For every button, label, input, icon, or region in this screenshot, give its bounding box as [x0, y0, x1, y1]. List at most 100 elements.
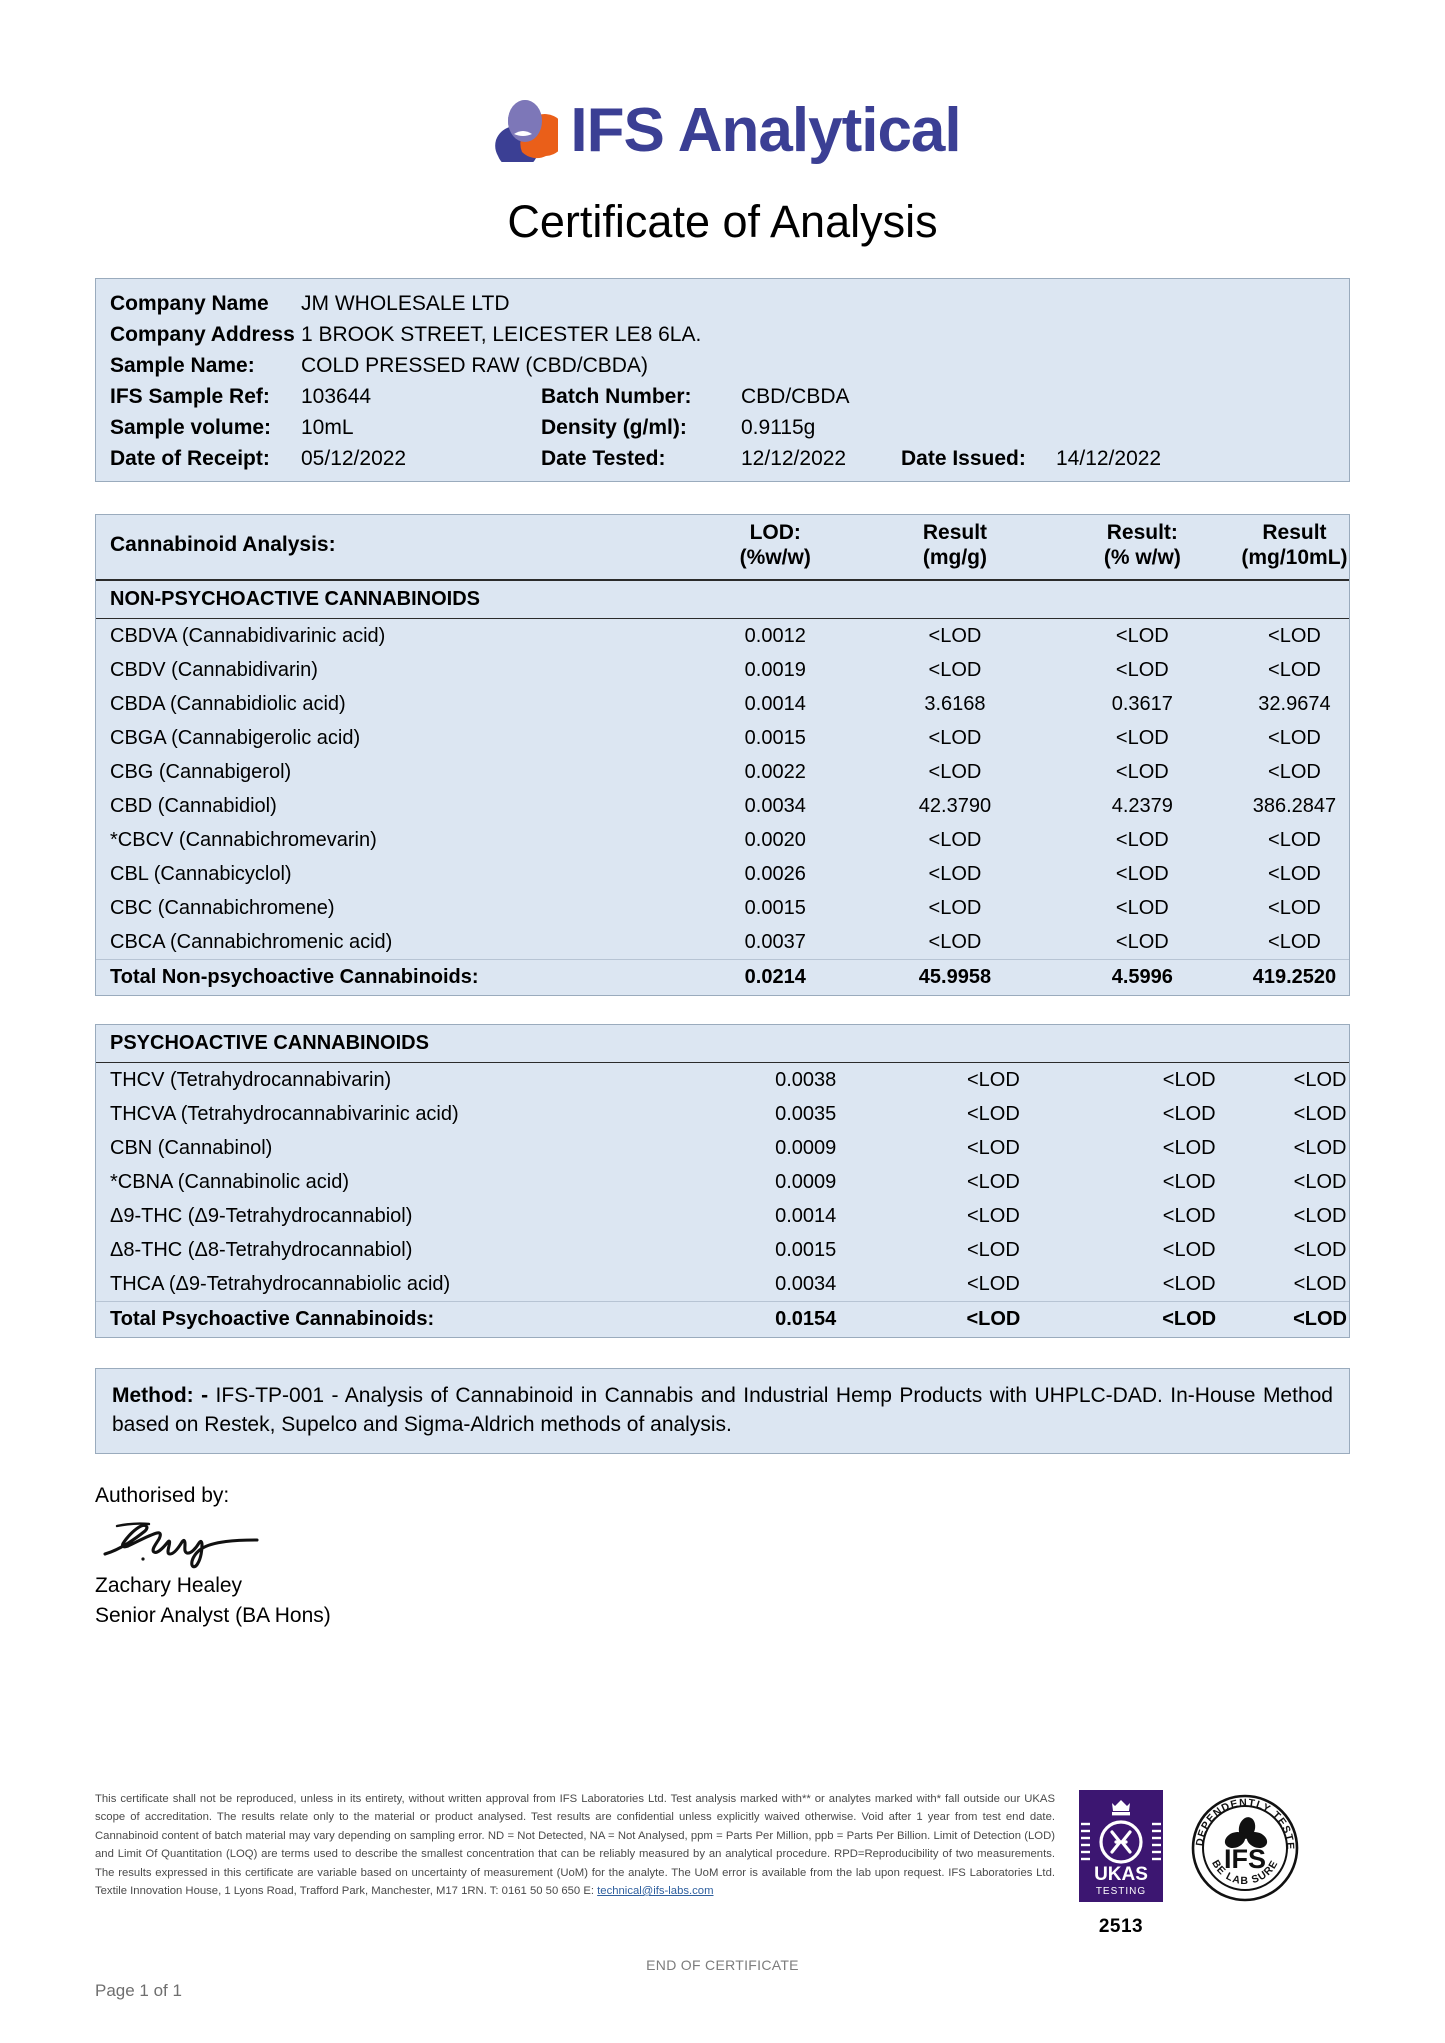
table-row: CBDVA (Cannabidivarinic acid) 0.0012 <LOD <…: [96, 618, 1349, 653]
analyte-result-mgg: <LOD: [966, 1204, 1020, 1227]
analyte-lod: 0.0015: [744, 726, 806, 749]
date-of-receipt-value: 05/12/2022: [301, 447, 407, 470]
analyte-name: THCVA (Tetrahydrocannabivarinic acid): [110, 1102, 459, 1125]
analyte-lod: 0.0038: [775, 1068, 837, 1091]
table-row: CBDA (Cannabidiolic acid) 0.0014 3.6168 0.3…: [96, 687, 1349, 721]
analyte-result-mgg: <LOD: [928, 828, 982, 851]
analyte-result-mg10: <LOD: [1268, 760, 1321, 783]
col-pct-top: Result:: [1106, 521, 1178, 544]
sample-name-label: Sample Name:: [110, 354, 255, 377]
company-name-label: Company Name: [110, 292, 269, 315]
analyte-result-pct: <LOD: [1115, 658, 1169, 681]
contact-email-link[interactable]: technical@ifs-labs.com: [597, 1885, 714, 1898]
table-row: CBN (Cannabinol) 0.0009 <LOD <LOD <LOD: [96, 1131, 1349, 1165]
sample-name-value: COLD PRESSED RAW (CBD/CBDA): [301, 354, 648, 377]
table-row: CBG (Cannabigerol) 0.0022 <LOD <LOD <LOD: [96, 755, 1349, 789]
total-mg10: <LOD: [1291, 1300, 1349, 1337]
ukas-logo-icon: UKAS TESTING: [1079, 1790, 1163, 1902]
analyte-result-mgg: <LOD: [966, 1136, 1020, 1159]
psychoactive-rows: THCV (Tetrahydrocannabivarin) 0.0038 <LOD <…: [96, 1062, 1349, 1301]
info-row-dates: Date of Receipt: 05/12/2022 Date Tested:…: [96, 443, 1349, 474]
analyte-result-pct: <LOD: [1115, 862, 1169, 885]
total-mg10: 419.2520: [1239, 958, 1349, 995]
analyte-result-mgg: <LOD: [928, 658, 982, 681]
analyte-result-pct: <LOD: [1162, 1272, 1216, 1295]
page-title: Certificate of Analysis: [507, 196, 938, 247]
col-lod-bottom: (%w/w): [739, 545, 811, 569]
column-header-mg10: Result (mg/10mL): [1239, 515, 1349, 581]
total-lod: 0.0214: [685, 958, 866, 995]
info-row-company-name: Company Name JM WHOLESALE LTD: [96, 288, 1349, 319]
date-issued-value: 14/12/2022: [1056, 447, 1162, 470]
method-statement: Method: - IFS-TP-001 - Analysis of Canna…: [95, 1367, 1350, 1455]
analyte-result-mgg: <LOD: [928, 624, 982, 647]
analyte-result-pct: <LOD: [1115, 896, 1169, 919]
page-number: Page 1 of 1: [95, 1981, 182, 2000]
analyte-result-pct: <LOD: [1115, 624, 1169, 647]
section-header-non-psychoactive: NON-PSYCHOACTIVE CANNABINOIDS: [96, 579, 1349, 619]
end-of-certificate-label: END OF CERTIFICATE: [646, 1957, 799, 1973]
analyte-name: CBG (Cannabigerol): [110, 760, 292, 783]
analyte-lod: 0.0014: [775, 1204, 837, 1227]
column-header-lod: LOD: (%w/w): [685, 515, 866, 581]
analyte-result-mg10: 32.9674: [1258, 692, 1331, 715]
analyte-result-pct: <LOD: [1162, 1136, 1216, 1159]
total-label: Total Psychoactive Cannabinoids:: [96, 1300, 712, 1337]
analyte-result-mg10: 386.2847: [1252, 794, 1337, 817]
brand-header: IFS Analytical: [95, 0, 1350, 174]
table-row: *CBCV (Cannabichromevarin) 0.0020 <LOD <LOD…: [96, 823, 1349, 857]
analyte-name: CBCA (Cannabichromenic acid): [110, 930, 393, 953]
analyte-result-pct: <LOD: [1162, 1204, 1216, 1227]
analyte-name: CBGA (Cannabigerolic acid): [110, 726, 361, 749]
company-name-value: JM WHOLESALE LTD: [301, 292, 510, 315]
analyte-result-mg10: <LOD: [1268, 896, 1321, 919]
authorisation-block: Authorised by: Zachary Healey Senior Ana…: [95, 1484, 1350, 1628]
ukas-accreditation-number: 2513: [1098, 1916, 1144, 1937]
analyte-name: CBDV (Cannabidivarin): [110, 658, 318, 681]
analyte-lod: 0.0014: [744, 692, 806, 715]
analyte-result-mgg: <LOD: [928, 862, 982, 885]
analyte-name: Δ8-THC (Δ8-Tetrahydrocannabiol): [110, 1238, 413, 1261]
table-row: Δ9-THC (Δ9-Tetrahydrocannabiol) 0.0014 <LO…: [96, 1199, 1349, 1233]
table-row-total-psychoactive: Total Psychoactive Cannabinoids: 0.0154 …: [96, 1300, 1349, 1337]
analyte-result-mgg: <LOD: [928, 760, 982, 783]
table-row: Δ8-THC (Δ8-Tetrahydrocannabiol) 0.0015 <LO…: [96, 1233, 1349, 1267]
analyte-name: *CBNA (Cannabinolic acid): [110, 1170, 350, 1193]
ifs-sample-ref-label: IFS Sample Ref:: [110, 385, 270, 408]
col-mgg-top: Result: [922, 521, 988, 544]
analyte-lod: 0.0026: [744, 862, 806, 885]
authorised-by-label: Authorised by:: [95, 1484, 230, 1508]
info-row-sample-volume: Sample volume: 10mL Density (g/ml): 0.91…: [96, 412, 1349, 443]
analyte-lod: 0.0037: [744, 930, 806, 953]
analyte-lod: 0.0035: [775, 1102, 837, 1125]
analyte-lod: 0.0020: [744, 828, 806, 851]
analyte-result-pct: <LOD: [1115, 726, 1169, 749]
analyte-result-pct: 0.3617: [1111, 692, 1173, 715]
section-label: NON-PSYCHOACTIVE CANNABINOIDS: [96, 579, 1349, 619]
col-pct-bottom: (% w/w): [1103, 545, 1181, 569]
analyte-result-mgg: <LOD: [928, 896, 982, 919]
total-label: Total Non-psychoactive Cannabinoids:: [96, 958, 686, 995]
batch-number-label: Batch Number:: [541, 385, 692, 408]
analyte-name: CBDA (Cannabidiolic acid): [110, 692, 346, 715]
date-issued-label: Date Issued:: [901, 447, 1026, 470]
total-mgg: 45.9958: [865, 958, 1045, 995]
analyte-result-mg10: <LOD: [1268, 862, 1321, 885]
disclaimer-text: This certificate shall not be reproduced…: [95, 1790, 1055, 1900]
col-lod-top: LOD:: [749, 521, 801, 544]
table-row: CBC (Cannabichromene) 0.0015 <LOD <LOD <LOD: [96, 891, 1349, 925]
svg-text:TESTING: TESTING: [1096, 1886, 1146, 1897]
section-label: PSYCHOACTIVE CANNABINOIDS: [96, 1024, 1349, 1063]
analyte-result-mgg: <LOD: [966, 1102, 1020, 1125]
analyte-result-pct: <LOD: [1162, 1170, 1216, 1193]
ifs-stamp-icon: INDEPENDENTLY TESTED BE LAB SURE IFS: [1185, 1783, 1301, 1909]
table-row: *CBNA (Cannabinolic acid) 0.0009 <LOD <LOD <…: [96, 1165, 1349, 1199]
analyte-name: CBDVA (Cannabidivarinic acid): [110, 624, 386, 647]
method-text: IFS-TP-001 - Analysis of Cannabinoid in …: [112, 1383, 1333, 1437]
total-mgg: <LOD: [899, 1300, 1088, 1337]
density-value: 0.9115g: [741, 416, 816, 439]
analyte-result-pct: <LOD: [1162, 1238, 1216, 1261]
analyte-result-mgg: <LOD: [928, 930, 982, 953]
analyte-result-mgg: <LOD: [928, 726, 982, 749]
analyte-lod: 0.0022: [744, 760, 806, 783]
